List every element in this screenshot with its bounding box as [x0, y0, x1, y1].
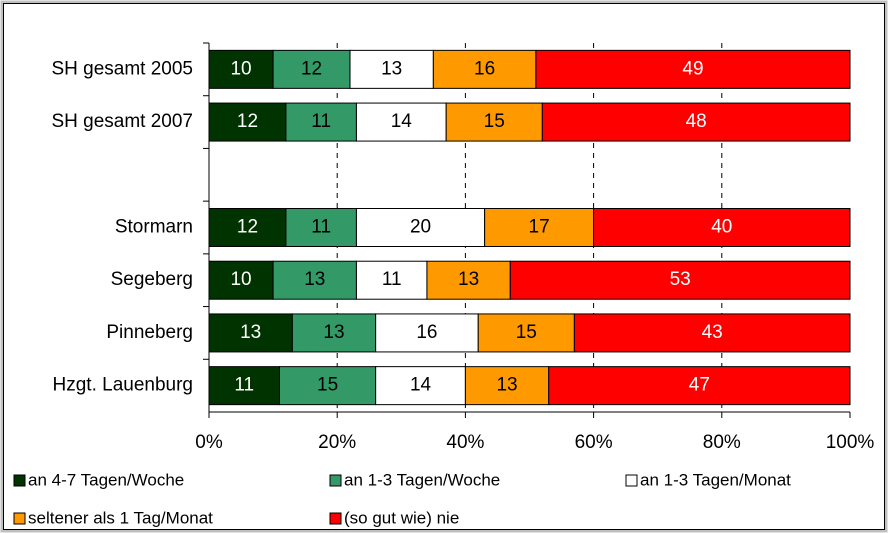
x-tick-label: 100% [826, 432, 875, 453]
x-tick-label: 80% [703, 432, 741, 453]
data-label: 14 [391, 111, 413, 132]
legend-label: an 4-7 Tagen/Woche [28, 470, 184, 489]
data-label: 53 [670, 269, 691, 290]
data-label: 13 [323, 322, 344, 343]
y-tick-label: SH gesamt 2005 [51, 58, 193, 79]
data-label: 12 [301, 58, 322, 79]
y-tick-label: Hzgt. Lauenburg [53, 375, 194, 396]
data-label: 13 [381, 58, 402, 79]
legend-swatch [329, 512, 342, 525]
bar-segment [208, 260, 274, 300]
data-label: 11 [382, 269, 402, 290]
data-label: 49 [682, 58, 703, 79]
legend-swatch [13, 512, 26, 525]
data-label: 13 [458, 269, 479, 290]
legend-label: (so gut wie) nie [344, 508, 459, 527]
data-label: 13 [240, 322, 261, 343]
x-tick-label: 0% [195, 432, 223, 453]
data-label: 20 [410, 217, 431, 238]
bar-segment [375, 366, 466, 406]
bar-segment [355, 260, 428, 300]
bar-segment [208, 313, 293, 353]
y-tick-label: Segeberg [111, 269, 193, 290]
data-label: 11 [311, 217, 331, 238]
legend-label: an 1-3 Tagen/Monat [640, 470, 791, 489]
data-label: 16 [416, 322, 437, 343]
bar-segment [355, 208, 486, 247]
x-tick-label: 60% [575, 432, 613, 453]
bar-segment [593, 208, 851, 247]
y-tick-label: Pinneberg [106, 322, 193, 343]
bar-segment [548, 366, 851, 406]
data-label: 15 [317, 375, 338, 396]
bar-segment [208, 102, 287, 142]
data-label: 12 [237, 217, 258, 238]
bar-segment [426, 260, 511, 300]
bar-segment [484, 208, 595, 247]
bar-segment [272, 49, 351, 89]
bar-segment [272, 260, 357, 300]
legend-swatch [13, 474, 26, 487]
bar-segment [285, 208, 357, 247]
bar-segment [375, 313, 479, 353]
data-label: 14 [410, 375, 432, 396]
bar-segment [509, 260, 851, 300]
bar-segment [208, 208, 287, 247]
bar-segment [355, 102, 447, 142]
legend: an 4-7 Tagen/Woche an 1-3 Tagen/Woche an 1… [13, 470, 791, 527]
data-label: 17 [529, 217, 550, 238]
data-label: 13 [496, 375, 517, 396]
bar-segment [349, 49, 434, 89]
legend-swatch [625, 474, 638, 487]
data-label: 12 [237, 111, 258, 132]
data-label: 15 [484, 111, 505, 132]
bar-segment [477, 313, 575, 353]
data-label: 10 [230, 269, 251, 290]
data-label: 43 [702, 322, 723, 343]
legend-label: seltener als 1 Tag/Monat [28, 508, 213, 527]
bar-segment [541, 102, 851, 142]
data-label: 11 [234, 375, 254, 396]
y-tick-label: SH gesamt 2007 [51, 111, 193, 132]
legend-label: an 1-3 Tagen/Woche [344, 470, 500, 489]
data-label: 13 [304, 269, 325, 290]
data-label: 10 [230, 58, 251, 79]
data-label: 11 [311, 111, 331, 132]
bar-segment [573, 313, 851, 353]
data-label: 47 [689, 375, 710, 396]
data-label: 40 [711, 217, 732, 238]
y-tick-label: Stormarn [115, 217, 193, 238]
data-label: 15 [516, 322, 537, 343]
x-tick-label: 40% [446, 432, 484, 453]
data-label: 16 [474, 58, 495, 79]
bar-segment [535, 49, 851, 89]
bar-segment [445, 102, 543, 142]
bar-segment [464, 366, 550, 406]
x-tick-label: 20% [318, 432, 356, 453]
data-label: 48 [686, 111, 707, 132]
legend-swatch [329, 474, 342, 487]
